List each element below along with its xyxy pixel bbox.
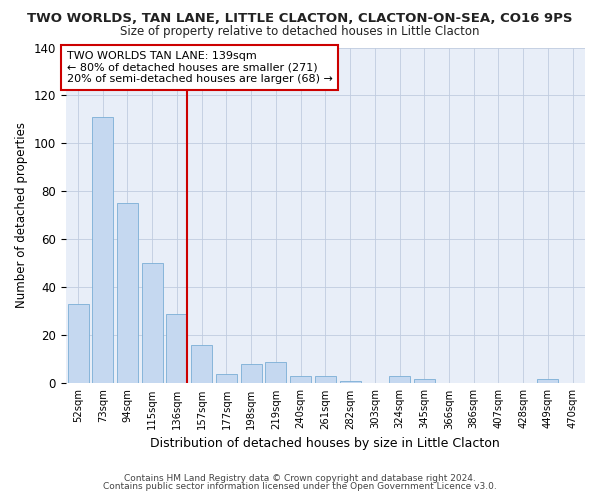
Bar <box>538 378 559 384</box>
Text: Size of property relative to detached houses in Little Clacton: Size of property relative to detached ho… <box>120 25 480 38</box>
Bar <box>290 376 311 384</box>
Bar <box>340 381 361 384</box>
Bar <box>142 264 163 384</box>
Text: TWO WORLDS, TAN LANE, LITTLE CLACTON, CLACTON-ON-SEA, CO16 9PS: TWO WORLDS, TAN LANE, LITTLE CLACTON, CL… <box>27 12 573 26</box>
Bar <box>315 376 336 384</box>
Bar <box>191 345 212 384</box>
Bar <box>216 374 237 384</box>
Bar <box>92 117 113 384</box>
Text: Contains HM Land Registry data © Crown copyright and database right 2024.: Contains HM Land Registry data © Crown c… <box>124 474 476 483</box>
Bar <box>389 376 410 384</box>
Bar <box>414 378 435 384</box>
Bar <box>241 364 262 384</box>
Bar <box>117 204 138 384</box>
X-axis label: Distribution of detached houses by size in Little Clacton: Distribution of detached houses by size … <box>151 437 500 450</box>
Bar <box>166 314 187 384</box>
Y-axis label: Number of detached properties: Number of detached properties <box>15 122 28 308</box>
Text: Contains public sector information licensed under the Open Government Licence v3: Contains public sector information licen… <box>103 482 497 491</box>
Text: TWO WORLDS TAN LANE: 139sqm
← 80% of detached houses are smaller (271)
20% of se: TWO WORLDS TAN LANE: 139sqm ← 80% of det… <box>67 51 332 84</box>
Bar <box>68 304 89 384</box>
Bar <box>265 362 286 384</box>
